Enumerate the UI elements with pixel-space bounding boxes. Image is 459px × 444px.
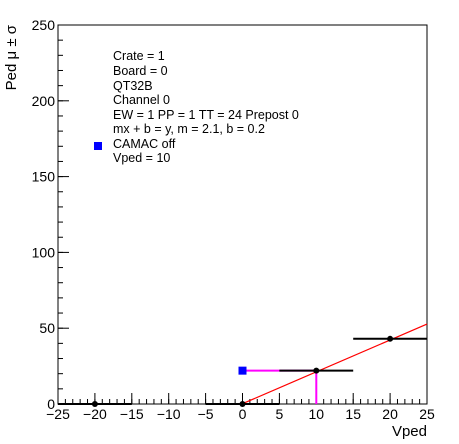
- y-tick-labels: 0 50 100 150 200 250: [32, 17, 56, 412]
- y-tick-label: 100: [32, 244, 56, 260]
- x-tick-label: 5: [276, 406, 284, 422]
- info-line-settings: EW = 1 PP = 1 TT = 24 Prepost 0: [113, 108, 299, 122]
- x-tick-label: −20: [83, 406, 107, 422]
- x-axis-title: Vped: [392, 423, 427, 440]
- x-tick-labels: −25 −20 −15 −10 −5 0 5 10 15 20 25: [46, 406, 435, 422]
- y-tick-label: 50: [39, 320, 55, 336]
- x-tick-label: −5: [198, 406, 214, 422]
- info-line-board: Board = 0: [113, 64, 168, 78]
- fit-line-layer: [242, 323, 428, 405]
- info-line-fit: mx + b = y, m = 2.1, b = 0.2: [113, 122, 265, 136]
- x-tick-label: −10: [157, 406, 181, 422]
- legend-marker-blue: [94, 142, 102, 150]
- data-points-layer: [58, 335, 427, 407]
- x-tick-label: 15: [345, 406, 361, 422]
- info-box: Crate = 1 Board = 0 QT32B Channel 0 EW =…: [94, 49, 299, 165]
- y-tick-label: 150: [32, 169, 56, 185]
- vped-marker-0: [238, 366, 247, 375]
- x-tick-label: 25: [419, 406, 435, 422]
- y-minor-ticks: [58, 24, 63, 405]
- data-point-3: [387, 335, 394, 342]
- info-line-channel: Channel 0: [113, 93, 170, 107]
- info-line-crate: Crate = 1: [113, 49, 165, 63]
- x-tick-label: −15: [120, 406, 144, 422]
- y-major-ticks: [58, 24, 69, 405]
- x-tick-label: −25: [46, 406, 70, 422]
- y-tick-label: 250: [32, 17, 56, 33]
- data-point-0: [91, 401, 98, 407]
- x-tick-label: 10: [309, 406, 325, 422]
- legend-label-vped: Vped = 10: [113, 151, 170, 165]
- data-point-1: [239, 401, 246, 407]
- y-tick-label: 200: [32, 93, 56, 109]
- data-point-2: [313, 367, 320, 374]
- info-line-module: QT32B: [113, 79, 153, 93]
- x-tick-label: 20: [382, 406, 398, 422]
- fit-line: [242, 323, 428, 405]
- x-tick-label: 0: [239, 406, 247, 422]
- legend-label-camac: CAMAC off: [113, 137, 176, 151]
- y-axis-title: Ped μ ± σ: [3, 24, 20, 90]
- y-tick-label: 0: [47, 396, 55, 412]
